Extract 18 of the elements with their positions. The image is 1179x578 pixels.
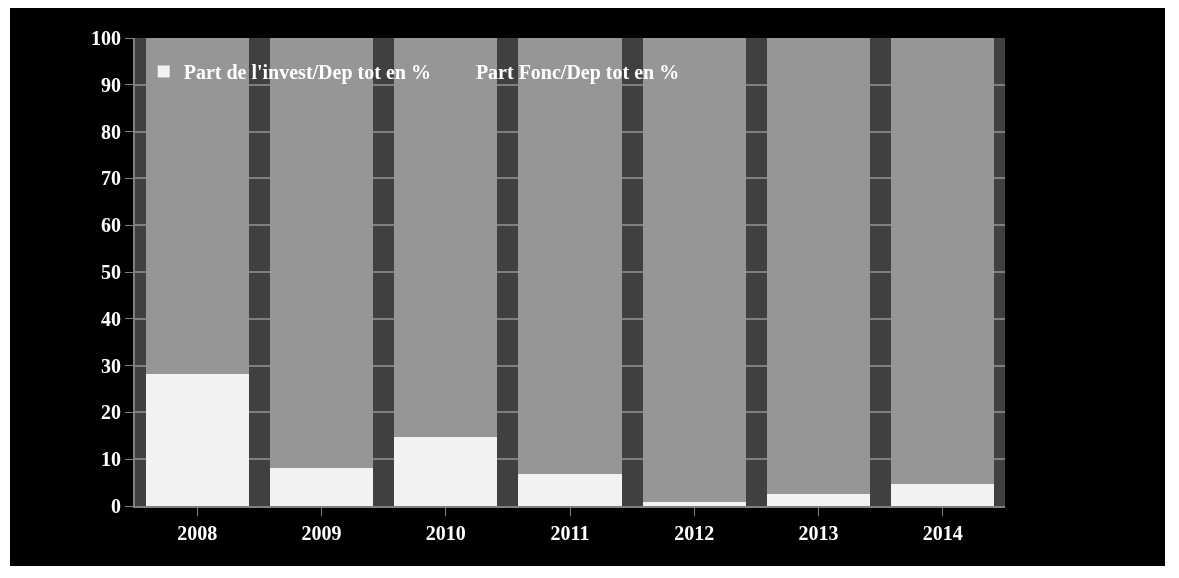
y-tick-label: 90 [101,73,121,96]
x-tick-label: 2012 [674,522,715,544]
y-tick-label: 40 [101,307,121,330]
y-tick-label: 60 [101,214,121,237]
x-tick-label: 2011 [550,522,590,544]
y-tick-label: 20 [101,401,121,424]
y-tick-label: 30 [101,354,121,377]
x-tick-label: 2009 [301,522,342,544]
x-tick-label: 2014 [922,522,963,544]
x-tick-label: 2010 [425,522,466,544]
y-tick-label: 0 [111,495,121,517]
y-tick-label: 80 [101,120,121,143]
y-tick-label: 70 [101,167,121,190]
y-tick-label: 50 [101,261,121,283]
y-tick-label: 10 [101,448,121,471]
y-tick-label: 100 [91,27,121,49]
x-tick-label: 2013 [798,522,839,544]
x-tick-label: 2008 [177,522,218,544]
